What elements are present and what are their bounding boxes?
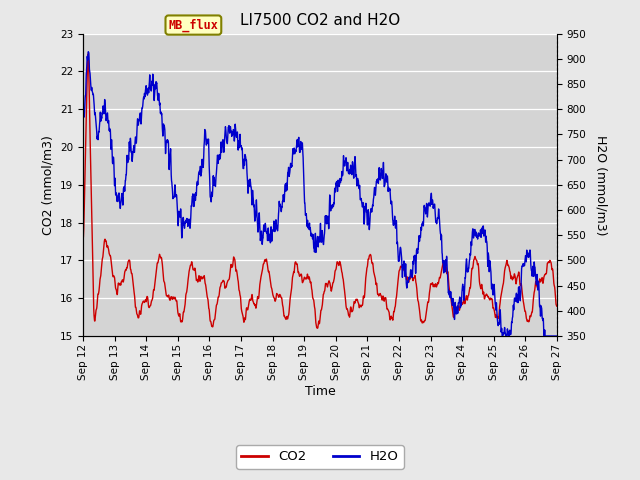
- CO2: [261, 257, 269, 263]
- Legend: CO2, H2O: CO2, H2O: [236, 445, 404, 468]
- CO2: [509, 275, 517, 280]
- Title: LI7500 CO2 and H2O: LI7500 CO2 and H2O: [240, 13, 400, 28]
- Text: MB_flux: MB_flux: [168, 18, 218, 32]
- H2O: [84, 49, 92, 55]
- H2O: [553, 333, 561, 339]
- CO2: [136, 309, 144, 314]
- CO2: [528, 309, 536, 315]
- CO2: [314, 325, 321, 331]
- CO2: [553, 303, 561, 309]
- CO2: [79, 236, 87, 242]
- H2O: [261, 228, 269, 234]
- Line: H2O: H2O: [83, 52, 557, 336]
- Line: CO2: CO2: [83, 54, 557, 328]
- CO2: [376, 291, 383, 297]
- CO2: [507, 276, 515, 281]
- X-axis label: Time: Time: [305, 385, 335, 398]
- H2O: [509, 303, 517, 309]
- H2O: [499, 333, 506, 339]
- H2O: [136, 112, 144, 118]
- H2O: [79, 112, 87, 118]
- Y-axis label: H2O (mmol/m3): H2O (mmol/m3): [594, 134, 607, 235]
- H2O: [376, 173, 383, 179]
- Y-axis label: CO2 (mmol/m3): CO2 (mmol/m3): [42, 135, 54, 235]
- CO2: [84, 51, 92, 57]
- H2O: [507, 331, 515, 336]
- H2O: [528, 268, 536, 274]
